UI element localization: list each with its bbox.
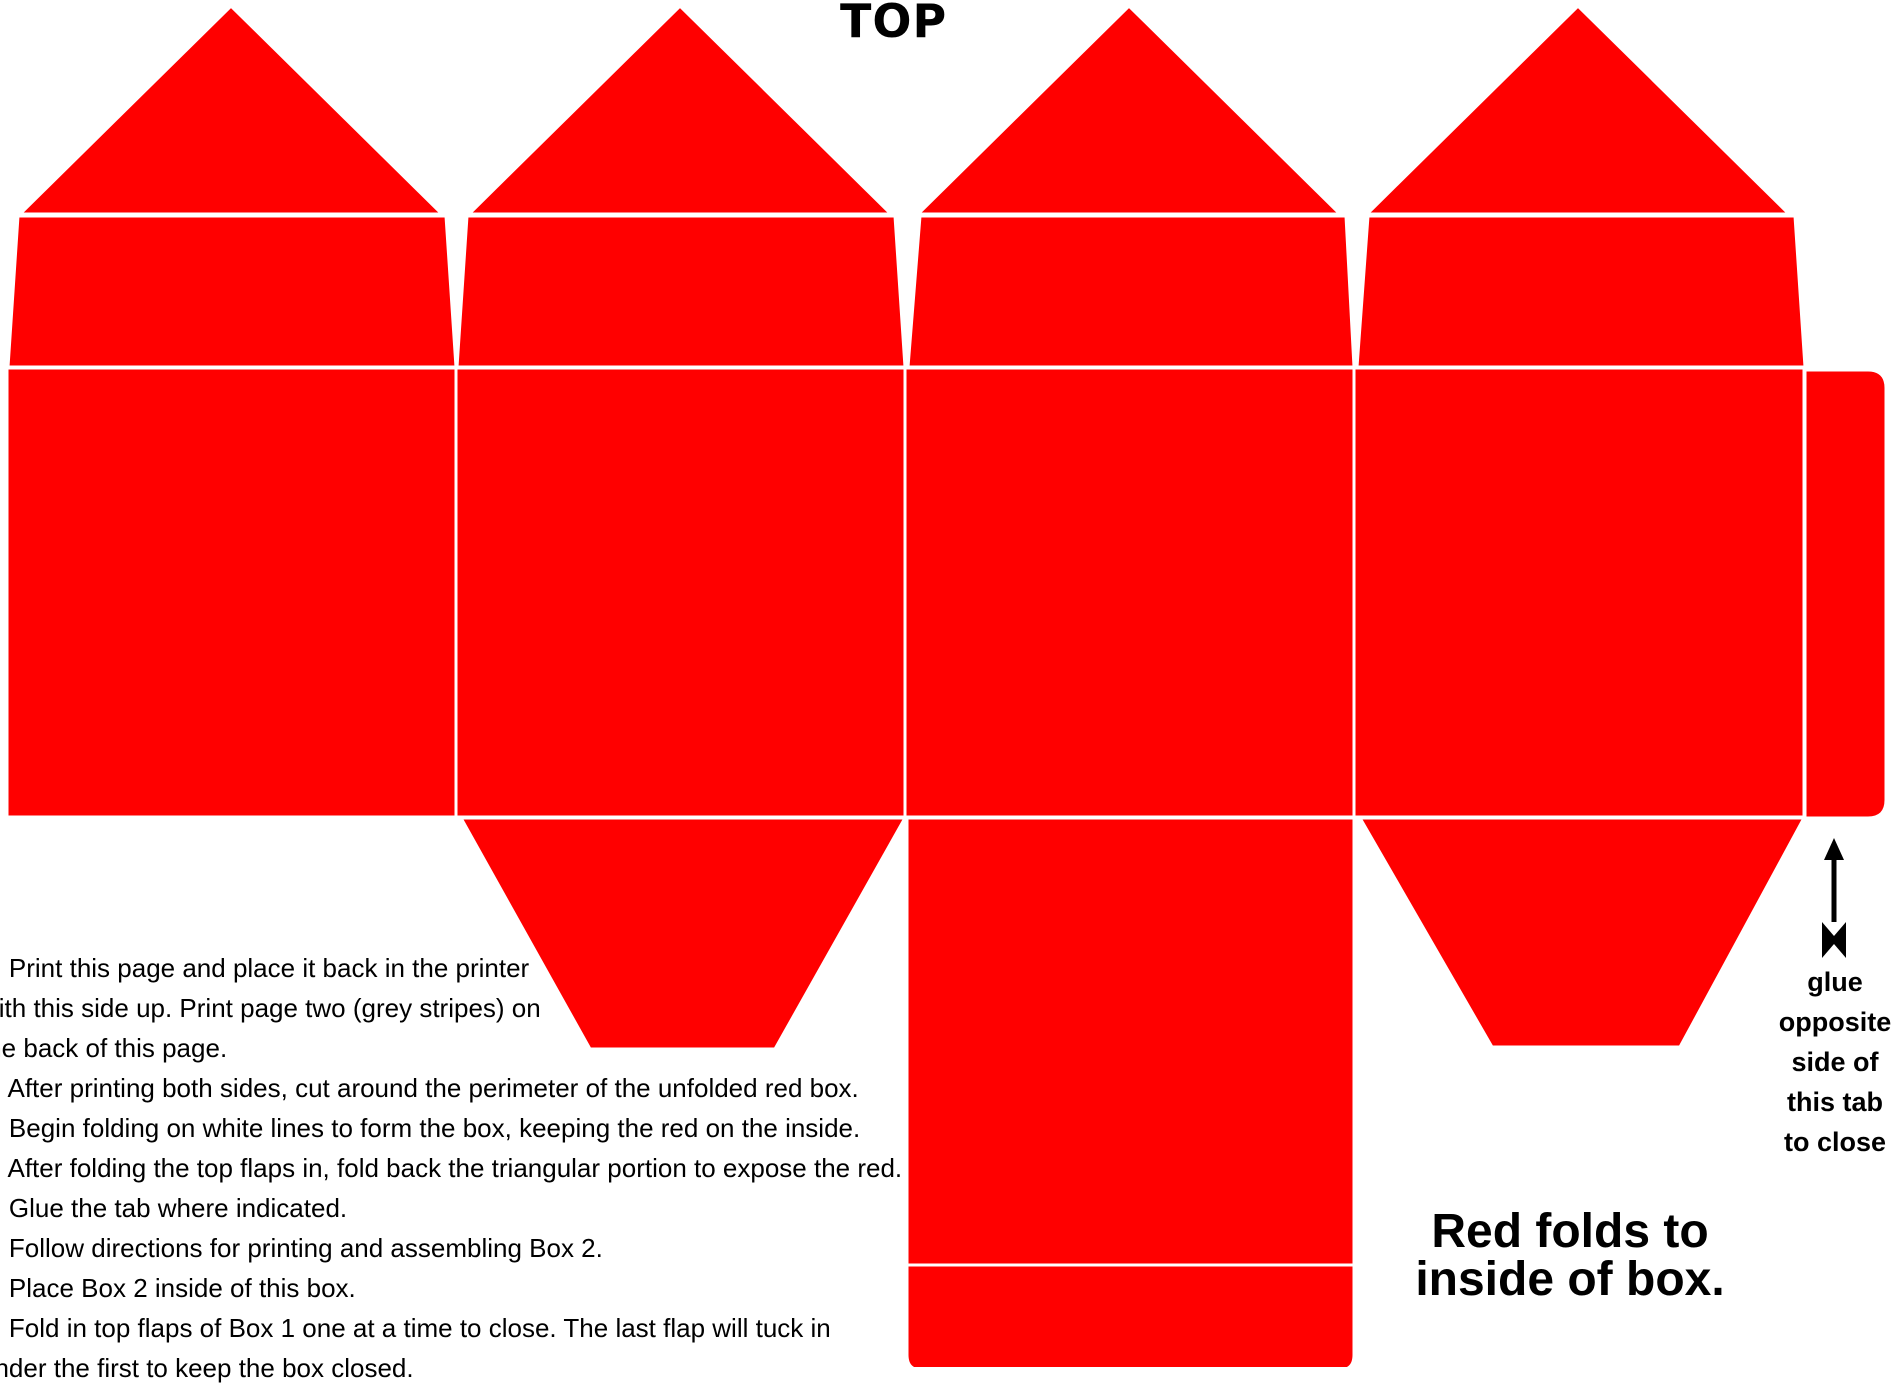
instruction-line: 4. After folding the top flaps in, fold … (0, 1153, 900, 1183)
glue-note-line: this tab (1786, 1087, 1883, 1117)
glue-note-line: side of (1791, 1047, 1879, 1077)
instruction-line: 8. Fold in top flaps of Box 1 one at a t… (0, 1313, 831, 1343)
instruction-line: 1. Print this page and place it back in … (0, 953, 530, 983)
instruction-line: 3. Begin folding on white lines to form … (0, 1113, 861, 1143)
bottom-flap-right (1358, 816, 1806, 1049)
instruction-line: 7. Place Box 2 inside of this box. (0, 1273, 356, 1303)
red-folds-note: Red folds to inside of box. (1380, 1208, 1760, 1304)
side-panel-1 (5, 366, 458, 819)
glue-note-line: glue (1807, 967, 1863, 997)
top-triangle-flap-3 (916, 4, 1342, 216)
bottom-tuck-flap (905, 1263, 1356, 1367)
red-note-line: Red folds to (1431, 1205, 1709, 1258)
glue-note-line: opposite (1778, 1007, 1892, 1037)
instructions-list: 1. Print this page and place it back in … (0, 948, 900, 1388)
top-trapezoid-flap-4 (1355, 214, 1807, 369)
glue-tab (1803, 368, 1888, 820)
glue-note: glue opposite side of this tab to close (1760, 962, 1893, 1162)
top-triangle-flap-1 (18, 4, 444, 216)
instruction-line: the back of this page. (0, 1033, 228, 1063)
side-panel-4 (1352, 366, 1806, 819)
red-note-line: inside of box. (1415, 1253, 1725, 1306)
top-triangle-flap-4 (1365, 4, 1791, 216)
instruction-line: 6. Follow directions for printing and as… (0, 1233, 603, 1263)
bottom-panel (905, 816, 1356, 1267)
top-trapezoid-flap-3 (906, 214, 1356, 369)
top-triangle-flap-2 (467, 4, 893, 216)
top-trapezoid-flap-2 (455, 214, 907, 369)
side-panel-2 (454, 366, 907, 819)
instruction-line: under the first to keep the box closed. (0, 1353, 414, 1383)
up-arrow-icon (1822, 838, 1846, 958)
glue-note-line: to close (1783, 1127, 1887, 1157)
top-trapezoid-flap-1 (6, 214, 458, 369)
instruction-line: 5. Glue the tab where indicated. (0, 1193, 348, 1223)
instruction-line: with this side up. Print page two (grey … (0, 993, 541, 1023)
side-panel-3 (903, 366, 1356, 819)
instruction-line: 2. After printing both sides, cut around… (0, 1073, 859, 1103)
bottom-flap-left (459, 816, 907, 1051)
top-label: TOP (840, 0, 948, 48)
